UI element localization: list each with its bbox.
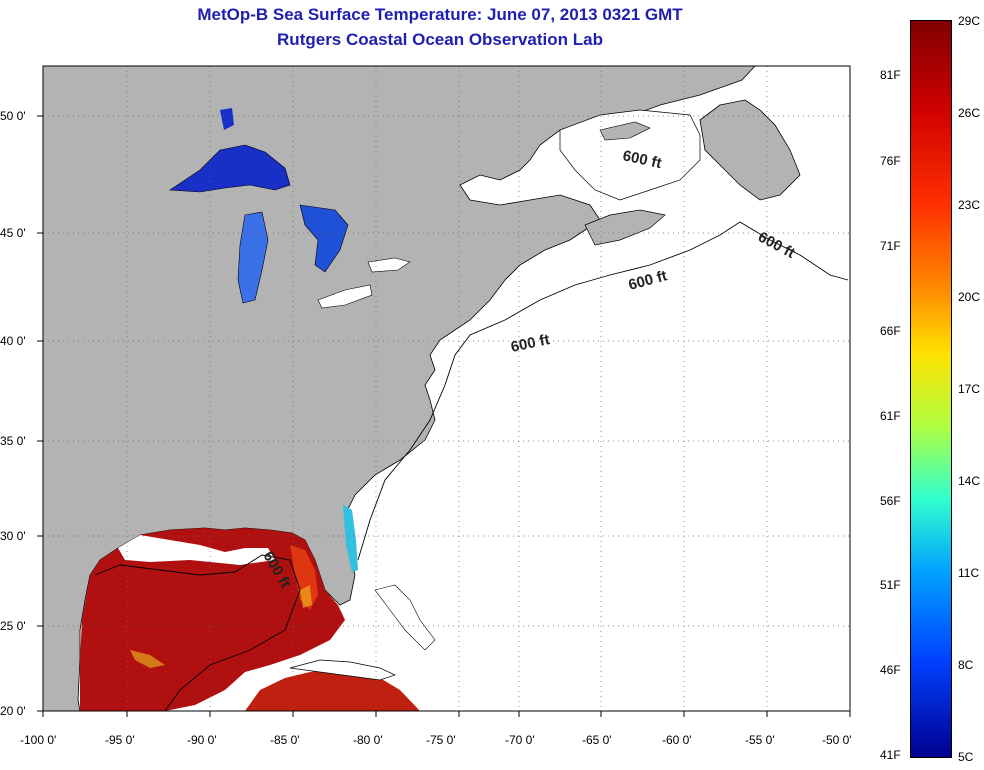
- nova-scotia-land: [584, 209, 666, 246]
- lake-huron: [299, 204, 349, 273]
- gulf-st-lawrence: [559, 109, 701, 201]
- gulf-yellow-speckles: [130, 585, 312, 668]
- lon-tick-label: -65 0': [582, 733, 612, 747]
- lat-tick-label: 35 0': [0, 434, 26, 448]
- colorbar-celsius-label: 14C: [958, 474, 981, 488]
- colorbar-fahrenheit-label: 81F: [880, 68, 901, 82]
- cuba-land: [289, 659, 396, 681]
- map-frame: [42, 65, 851, 712]
- lat-tick-label: 20 0': [0, 704, 26, 718]
- lon-tick-label: -75 0': [426, 733, 456, 747]
- temperature-colorbar: [910, 20, 952, 758]
- lake-erie: [317, 284, 373, 309]
- lon-tick-label: -90 0': [187, 733, 217, 747]
- lon-tick-label: -100 0': [20, 733, 56, 747]
- colorbar-celsius-label: 11C: [958, 566, 980, 580]
- colorbar-celsius-label: 26C: [958, 106, 981, 120]
- colorbar-fahrenheit-label: 66F: [880, 324, 901, 338]
- lake-superior: [169, 144, 291, 193]
- sst-map: 600 ft 600 ft 600 ft 600 ft 600 ft: [0, 65, 852, 747]
- land-north-america: [42, 65, 756, 712]
- lon-tick-label: -80 0': [353, 733, 383, 747]
- lake-winnipeg-patch: [220, 108, 234, 130]
- lake-ontario: [367, 257, 411, 273]
- colorbar-celsius-label: 8C: [958, 658, 974, 672]
- colorbar-fahrenheit-label: 76F: [880, 154, 901, 168]
- tick-marks: [37, 115, 851, 717]
- lon-tick-label: -95 0': [105, 733, 135, 747]
- contour-600ft-atlantic: [357, 221, 849, 561]
- colorbar-celsius-label: 17C: [958, 382, 981, 396]
- lake-michigan: [237, 211, 269, 304]
- colorbar-fahrenheit-label: 46F: [880, 663, 901, 677]
- lat-tick-label: 30 0': [0, 529, 26, 543]
- lon-tick-label: -70 0': [505, 733, 535, 747]
- map-subtitle: Rutgers Coastal Ocean Observation Lab: [277, 30, 603, 49]
- lon-tick-label: -85 0': [270, 733, 300, 747]
- colorbar-fahrenheit-label: 71F: [880, 239, 901, 253]
- colorbar-fahrenheit-label: 41F: [880, 748, 901, 762]
- colorbar-celsius-label: 23C: [958, 198, 981, 212]
- lat-tick-label: 25 0': [0, 619, 26, 633]
- lon-tick-label: -50 0': [822, 733, 852, 747]
- colorbar-celsius-label: 20C: [958, 290, 981, 304]
- map-title: MetOp-B Sea Surface Temperature: June 07…: [197, 5, 683, 24]
- lon-tick-label: -55 0': [745, 733, 775, 747]
- gulf-nearshore-white: [118, 535, 275, 565]
- colorbar-celsius-label: 29C: [958, 14, 981, 28]
- colorbar-fahrenheit-label: 56F: [880, 494, 901, 508]
- lon-tick-label: -60 0': [662, 733, 692, 747]
- colorbar-celsius-label: 5C: [958, 750, 974, 764]
- bahamas-shoals: [374, 584, 436, 651]
- lat-tick-label: 50 0': [0, 109, 26, 123]
- colorbar-fahrenheit-label: 51F: [880, 578, 901, 592]
- newfoundland-land: [699, 99, 801, 201]
- lat-tick-label: 40 0': [0, 334, 26, 348]
- florida-sst-strip: [343, 505, 358, 572]
- lat-tick-label: 45 0': [0, 226, 26, 240]
- colorbar-fahrenheit-label: 61F: [880, 409, 901, 423]
- pei-island: [599, 121, 651, 141]
- contour-600ft-gulf: [94, 554, 301, 712]
- gulf-warm-patches: [290, 545, 318, 610]
